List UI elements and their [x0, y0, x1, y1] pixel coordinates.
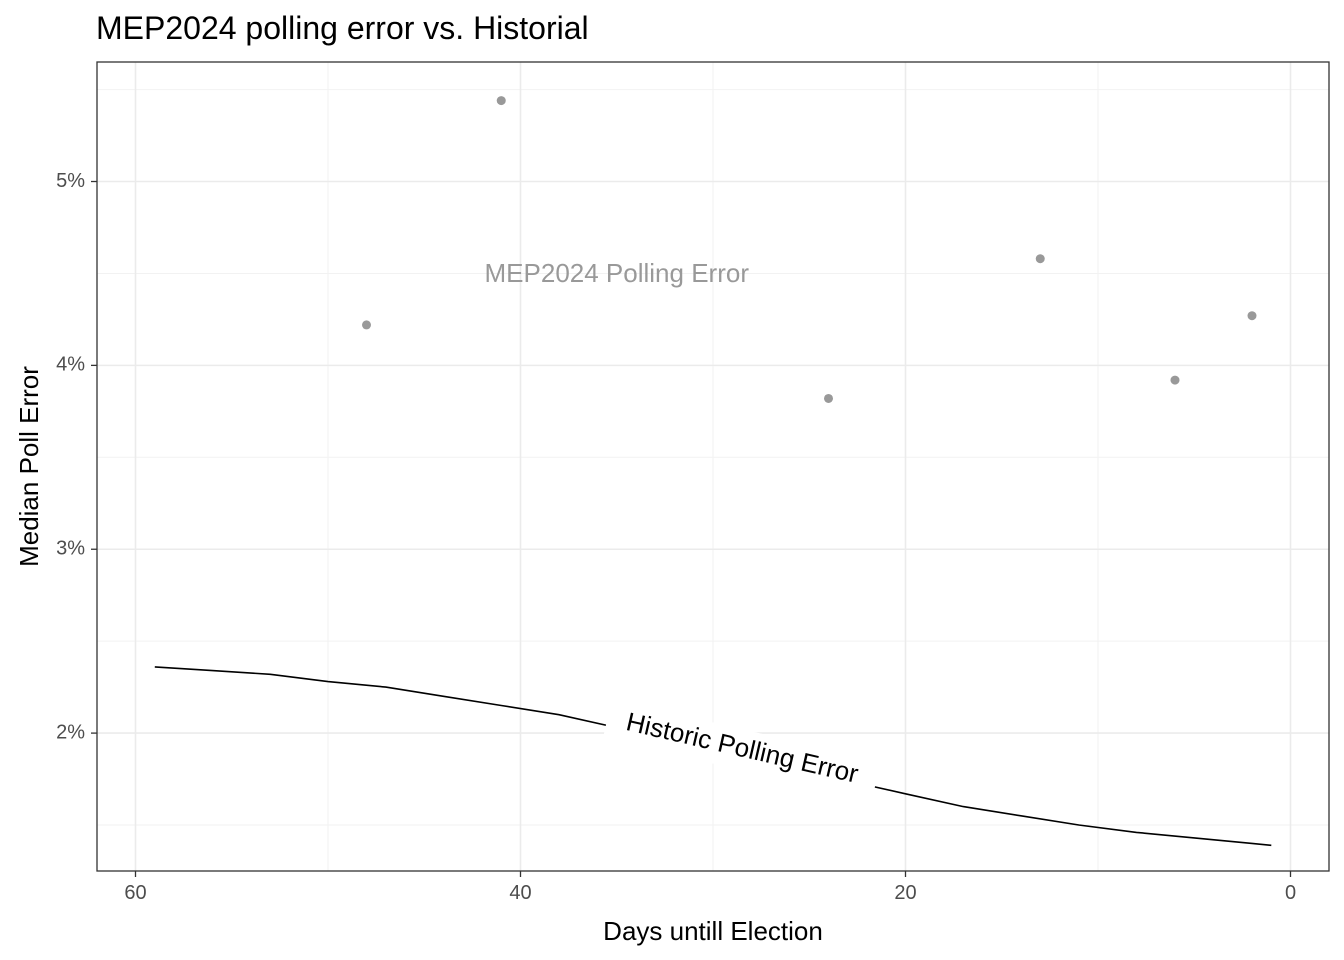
y-tick-label: 3% [56, 538, 85, 560]
data-point [496, 96, 506, 106]
mep2024-points-series [362, 96, 1257, 403]
panel-border [96, 61, 1330, 872]
y-tick-label: 2% [56, 721, 85, 743]
data-point [362, 320, 371, 330]
mep2024-polling-error-label: MEP2024 Polling Error [485, 258, 750, 288]
x-tick-label: 40 [509, 882, 531, 904]
y-tick-label: 4% [56, 354, 85, 376]
chart-title: MEP2024 polling error vs. Historial [96, 10, 589, 46]
x-tick-label: 0 [1285, 882, 1296, 904]
x-axis-title: Days untill Election [603, 916, 823, 946]
y-tick-label: 5% [56, 170, 85, 192]
x-tick-label: 60 [124, 882, 146, 904]
data-point [1035, 254, 1045, 264]
data-point [1170, 375, 1180, 385]
data-point [1247, 311, 1257, 321]
grid [97, 62, 1329, 871]
data-point [824, 393, 833, 403]
axes: 60 40 20 0 2% 3% 4% 5% Days untill Election Media… [14, 170, 1296, 946]
historic-label-knockout [602, 699, 881, 801]
y-axis-title: Median Poll Error [14, 366, 44, 567]
x-tick-label: 20 [894, 882, 916, 904]
